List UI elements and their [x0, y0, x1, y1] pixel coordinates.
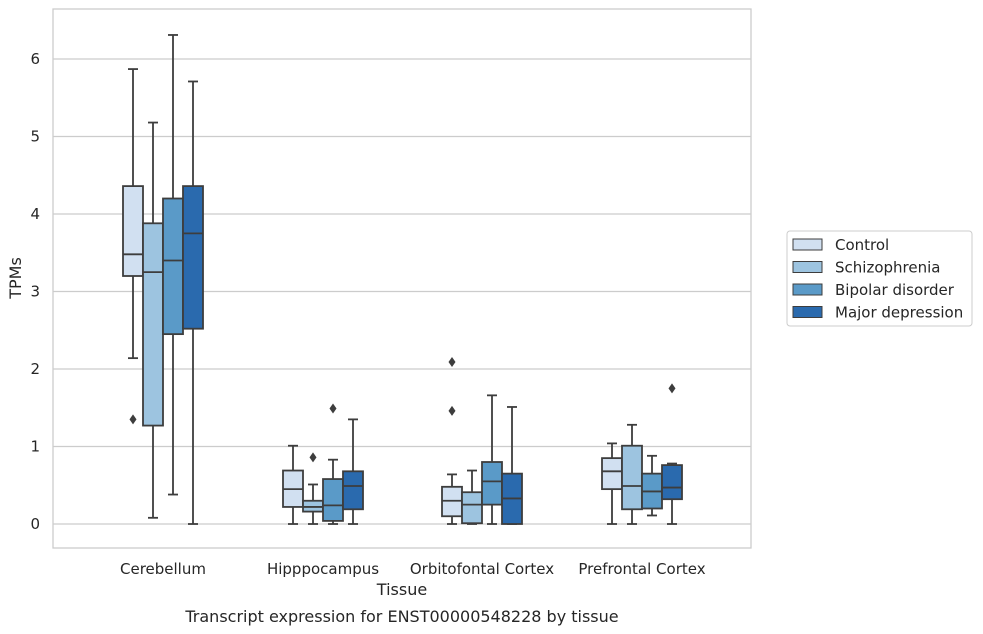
y-tick-label: 6	[30, 50, 40, 68]
box-bipolar-disorder	[641, 454, 663, 517]
box-major-depression	[661, 383, 683, 525]
y-tick-label: 4	[30, 205, 40, 223]
x-tick-label: Hipppocampus	[267, 560, 379, 578]
box-major-depression	[342, 418, 364, 525]
boxes-layer	[122, 34, 683, 525]
box-body	[461, 491, 483, 525]
box-major-depression	[501, 406, 523, 525]
legend-swatch	[792, 238, 823, 251]
x-tick-label: Cerebellum	[120, 560, 206, 578]
outlier-point	[448, 405, 456, 416]
legend-label: Control	[835, 236, 889, 254]
box-major-depression	[182, 80, 204, 525]
box-body	[621, 444, 643, 511]
box-body	[182, 185, 204, 330]
legend-label: Major depression	[835, 304, 963, 322]
box-body	[162, 197, 184, 336]
box-schizophrenia	[142, 121, 164, 519]
legend-swatch	[792, 283, 823, 296]
box-body	[342, 470, 364, 511]
plot-frame	[52, 8, 752, 549]
y-axis-label: TPMs	[6, 257, 25, 300]
legend-swatch	[792, 306, 823, 318]
box-body	[661, 464, 683, 501]
box-bipolar-disorder	[162, 34, 184, 496]
box-body	[322, 478, 344, 522]
y-tick-label: 3	[30, 283, 40, 301]
x-tick-label: Orbitofontal Cortex	[410, 560, 554, 578]
box-control	[282, 444, 304, 525]
box-control	[122, 68, 144, 425]
y-tick-label: 1	[30, 438, 40, 456]
box-body	[122, 185, 144, 277]
outlier-point	[329, 403, 337, 414]
box-body	[481, 461, 503, 506]
outlier-point	[668, 383, 676, 394]
x-tick-labels: Cerebellum Hipppocampus Orbitofontal Corte…	[120, 560, 706, 578]
legend-label: Bipolar disorder	[835, 281, 955, 299]
box-body	[601, 457, 623, 491]
legend: Control Schizophrenia Bipolar disorder Majo…	[786, 230, 973, 327]
chart-caption: Transcript expression for ENST0000054822…	[184, 607, 618, 626]
y-tick-labels: 0 1 2 3 4 5 6	[30, 50, 40, 533]
legend-swatch	[792, 261, 823, 273]
box-bipolar-disorder	[322, 403, 344, 525]
outlier-point	[309, 452, 317, 463]
x-tick-label: Prefrontal Cortex	[578, 560, 705, 578]
box-control	[601, 442, 623, 525]
legend-frame	[786, 230, 973, 327]
legend-label: Schizophrenia	[835, 259, 940, 277]
box-schizophrenia	[302, 452, 324, 525]
x-axis-label: Tissue	[376, 580, 427, 599]
outlier-point	[129, 414, 137, 425]
y-tick-label: 0	[30, 515, 40, 533]
box-schizophrenia	[461, 469, 483, 525]
box-body	[142, 222, 164, 427]
y-tick-label: 2	[30, 360, 40, 378]
y-tick-label: 5	[30, 128, 40, 146]
box-schizophrenia	[621, 423, 643, 525]
box-bipolar-disorder	[481, 394, 503, 525]
outlier-point	[448, 357, 456, 368]
box-control	[441, 357, 463, 525]
